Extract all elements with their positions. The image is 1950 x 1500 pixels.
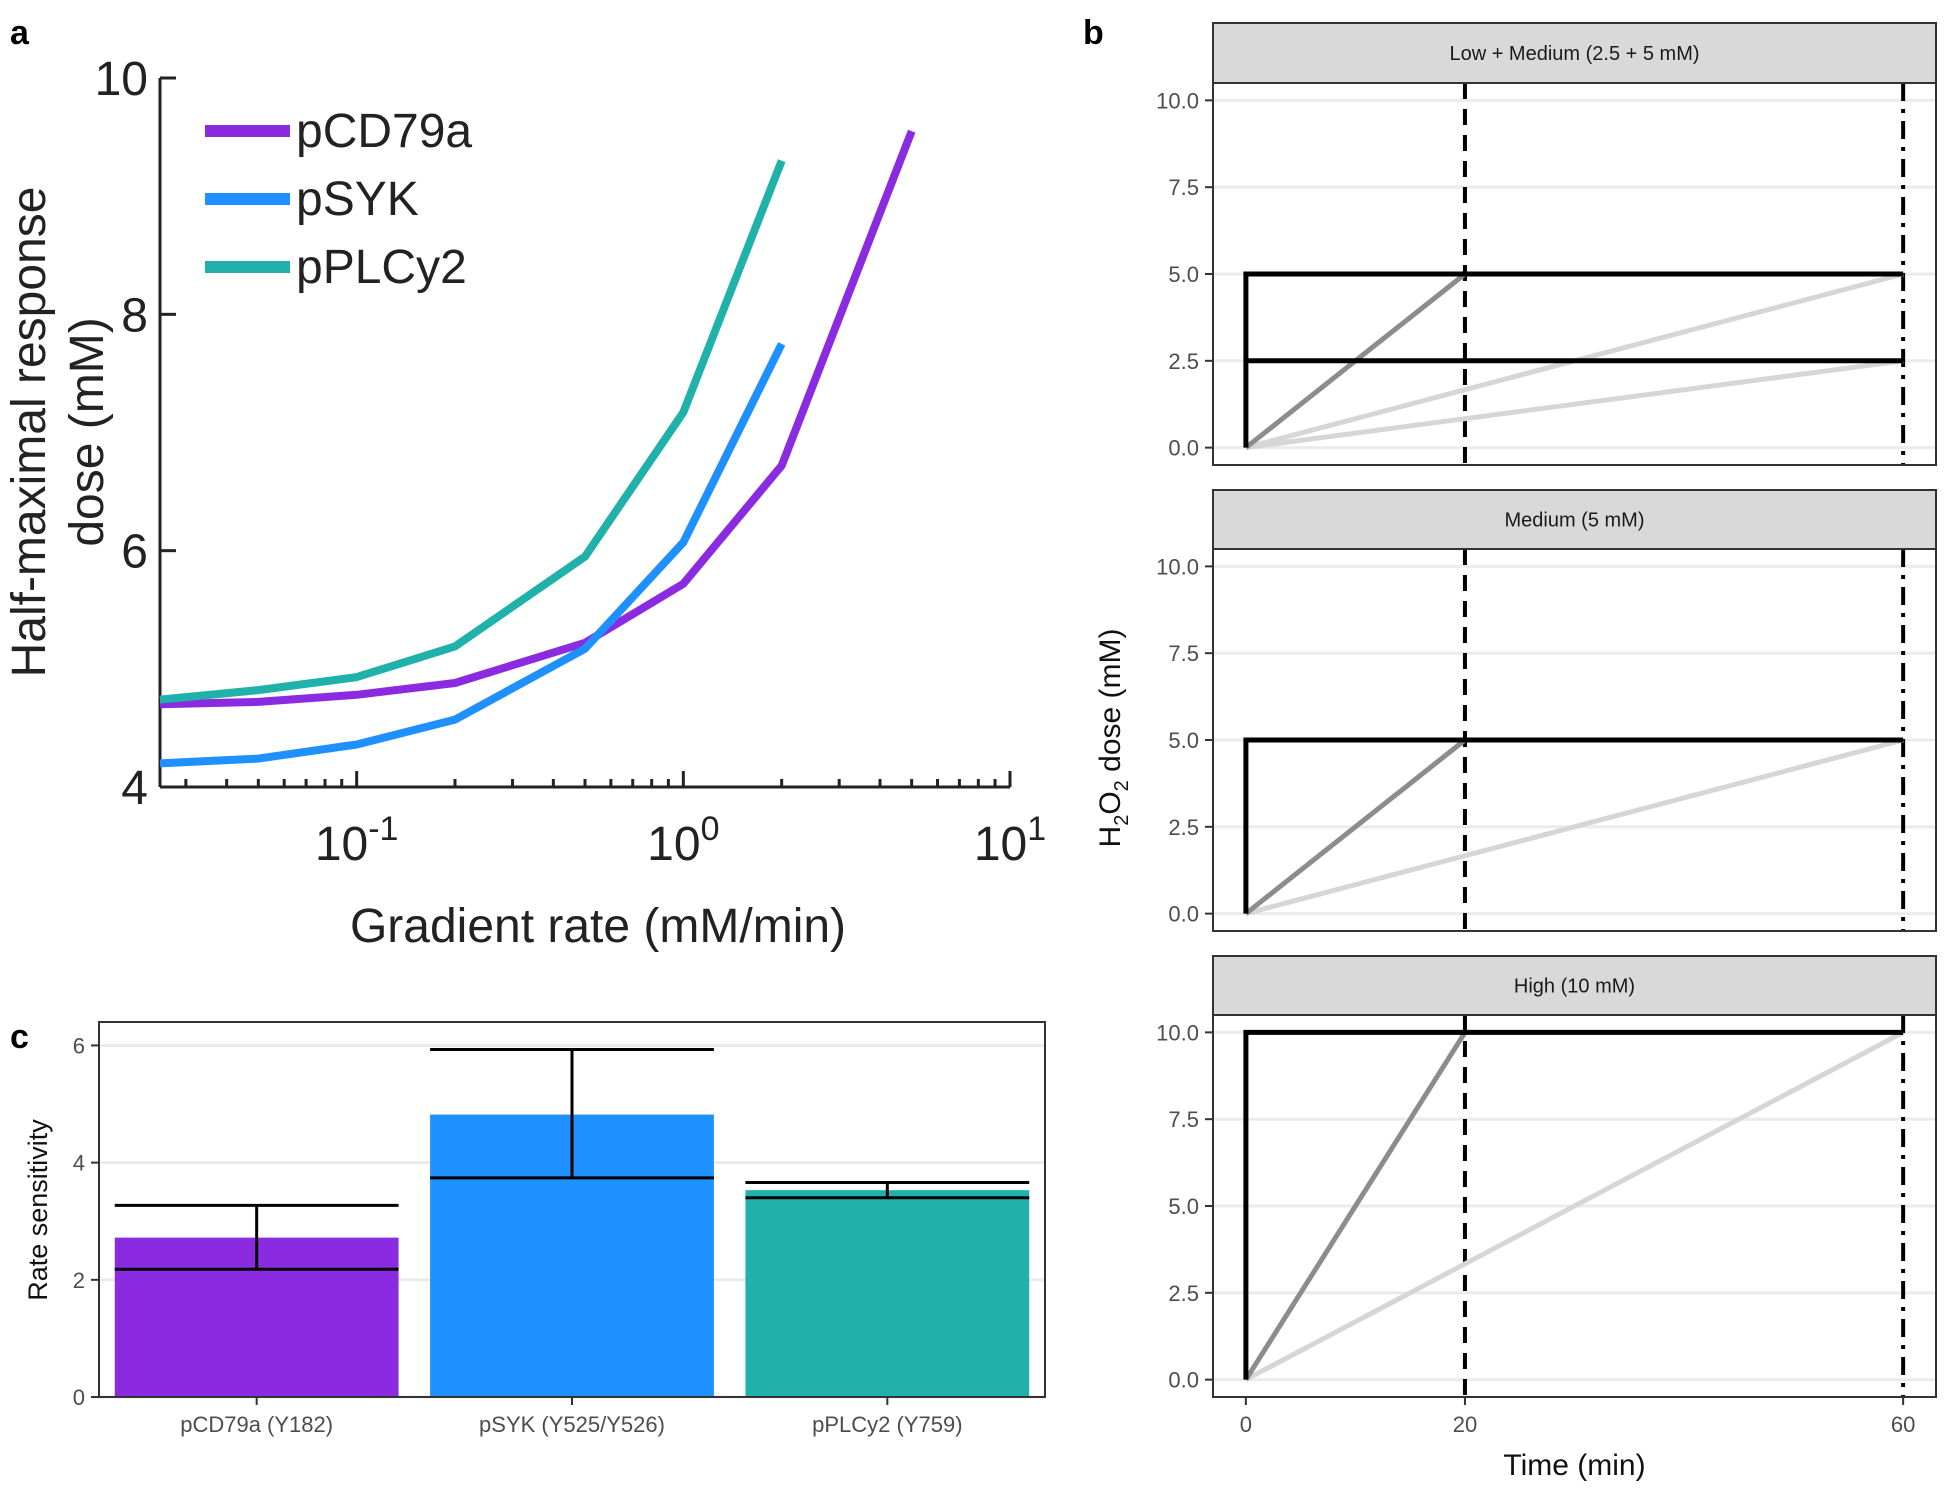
y-tick-label: 7.5 bbox=[1168, 175, 1199, 200]
panel-border bbox=[1212, 1014, 1937, 1398]
facet-strip bbox=[1212, 22, 1937, 84]
x-tick-label: pCD79a (Y182) bbox=[180, 1412, 333, 1437]
facet-strip-label: Medium (5 mM) bbox=[1504, 510, 1644, 532]
facet-strip bbox=[1212, 489, 1937, 550]
y-tick-label: 2.5 bbox=[1168, 815, 1199, 840]
y-axis-title: Half-maximal response dose (mM) bbox=[3, 187, 114, 678]
x-tick-label-exponent: 0 bbox=[701, 810, 720, 848]
y-axis-title-part: O bbox=[1094, 791, 1127, 814]
panel-label-b: b bbox=[1083, 14, 1104, 52]
dose-line-ramp60 bbox=[1245, 737, 1904, 917]
panel-border bbox=[98, 1021, 1046, 1398]
y-tick-label: 10 bbox=[95, 53, 148, 106]
dose-line-step bbox=[1243, 271, 1904, 448]
legend-label-pSYK: pSYK bbox=[296, 173, 419, 226]
y-tick-label: 0.0 bbox=[1168, 902, 1199, 927]
series-line-pCD79a bbox=[159, 129, 916, 709]
facet-2: Medium (5 mM) 0.0 2.5 5.0 7.5 10.0 bbox=[1156, 489, 1937, 932]
panel-label-a: a bbox=[10, 14, 30, 52]
x-axis-title: Gradient rate (mM/min) bbox=[350, 900, 846, 953]
x-tick-label: 0 bbox=[1240, 1412, 1252, 1437]
y-tick-label: 0 bbox=[73, 1385, 85, 1410]
dose-line-ramp20 bbox=[1243, 1031, 1468, 1381]
dose-line-ramp60 bbox=[1244, 1030, 1905, 1382]
x-tick-label-exponent: 1 bbox=[1027, 810, 1046, 848]
y-tick-label: 5.0 bbox=[1168, 262, 1199, 287]
y-tick-label: 5.0 bbox=[1168, 1194, 1199, 1219]
legend-label-pPLCy2: pPLCy2 bbox=[296, 241, 467, 294]
panel-border bbox=[1212, 82, 1937, 466]
y-tick-label: 10.0 bbox=[1156, 88, 1199, 113]
y-axis-title-line: Half-maximal response bbox=[3, 187, 56, 678]
y-axis-title: Rate sensitivity bbox=[23, 1119, 53, 1301]
series-line-pSYK bbox=[159, 342, 786, 768]
y-tick-label: 10.0 bbox=[1156, 554, 1199, 579]
x-tick-label: 100 bbox=[647, 810, 719, 871]
y-tick-label: 4 bbox=[73, 1151, 85, 1176]
panel-label-c: c bbox=[10, 1018, 29, 1056]
y-tick-label: 6 bbox=[121, 526, 148, 579]
dose-line-step bbox=[1243, 1029, 1904, 1380]
x-tick-label: 20 bbox=[1453, 1412, 1477, 1437]
x-tick-label: 10-1 bbox=[315, 810, 399, 871]
y-tick-label: 2.5 bbox=[1168, 1281, 1199, 1306]
x-tick-label: pSYK (Y525/Y526) bbox=[479, 1412, 665, 1437]
y-tick-label: 7.5 bbox=[1168, 1107, 1199, 1132]
y-axis-title-part: dose (mM) bbox=[1094, 629, 1127, 781]
legend-label-pCD79a: pCD79a bbox=[296, 105, 472, 158]
y-tick-label: 10.0 bbox=[1156, 1020, 1199, 1045]
y-axis-title-part: H bbox=[1094, 826, 1127, 848]
facet-strip-label: High (10 mM) bbox=[1514, 976, 1635, 998]
x-tick-label: 101 bbox=[974, 810, 1046, 871]
y-tick-label: 0.0 bbox=[1168, 1368, 1199, 1393]
x-tick-label-exponent: -1 bbox=[368, 810, 398, 848]
y-axis-title: H2O2 dose (mM) bbox=[1094, 629, 1133, 848]
series-line-pPLCy2 bbox=[159, 159, 786, 704]
dose-line-step bbox=[1243, 737, 1904, 914]
y-axis-title-part: 2 bbox=[1111, 815, 1133, 826]
panel-b-faceted-chart: Low + Medium (2.5 + 5 mM) 0.0 2.5 5.0 7.5 10.… bbox=[1094, 22, 1937, 1482]
y-axis-title-line: dose (mM) bbox=[61, 317, 114, 546]
y-tick-label: 7.5 bbox=[1168, 641, 1199, 666]
facet-1: Low + Medium (2.5 + 5 mM) 0.0 2.5 5.0 7.5 10.… bbox=[1156, 22, 1937, 466]
dose-line-ramp20 bbox=[1244, 738, 1467, 916]
facet-strip bbox=[1212, 955, 1937, 1016]
y-tick-label: 0.0 bbox=[1168, 436, 1199, 461]
y-tick-label: 8 bbox=[121, 289, 148, 342]
y-tick-label: 2 bbox=[73, 1268, 85, 1293]
x-tick-label-base: 10 bbox=[647, 818, 700, 871]
dose-line-ramp60 bbox=[1245, 358, 1904, 451]
x-tick-label: 60 bbox=[1891, 1412, 1915, 1437]
x-tick-label-base: 10 bbox=[315, 818, 368, 871]
y-tick-label: 6 bbox=[73, 1033, 85, 1058]
x-tick-label-base: 10 bbox=[974, 818, 1027, 871]
x-tick-label: pPLCy2 (Y759) bbox=[812, 1412, 962, 1437]
y-tick-label: 4 bbox=[121, 762, 148, 815]
facet-3: High (10 mM) 0.0 2.5 5.0 7.5 10.0 0 20 60 bbox=[1156, 955, 1937, 1437]
y-axis-title-part: 2 bbox=[1111, 780, 1133, 791]
y-tick-label: 2.5 bbox=[1168, 349, 1199, 374]
panel-border bbox=[1212, 548, 1937, 932]
y-tick-label: 5.0 bbox=[1168, 728, 1199, 753]
panel-c-bar-chart: 0 2 4 6 pCD79a (Y182) pSYK (Y525/Y526) pPLCy2 … bbox=[23, 1021, 1046, 1437]
bar-pPLCy2 bbox=[745, 1190, 1030, 1397]
x-axis-title: Time (min) bbox=[1503, 1449, 1645, 1482]
facet-strip-label: Low + Medium (2.5 + 5 mM) bbox=[1449, 43, 1699, 65]
